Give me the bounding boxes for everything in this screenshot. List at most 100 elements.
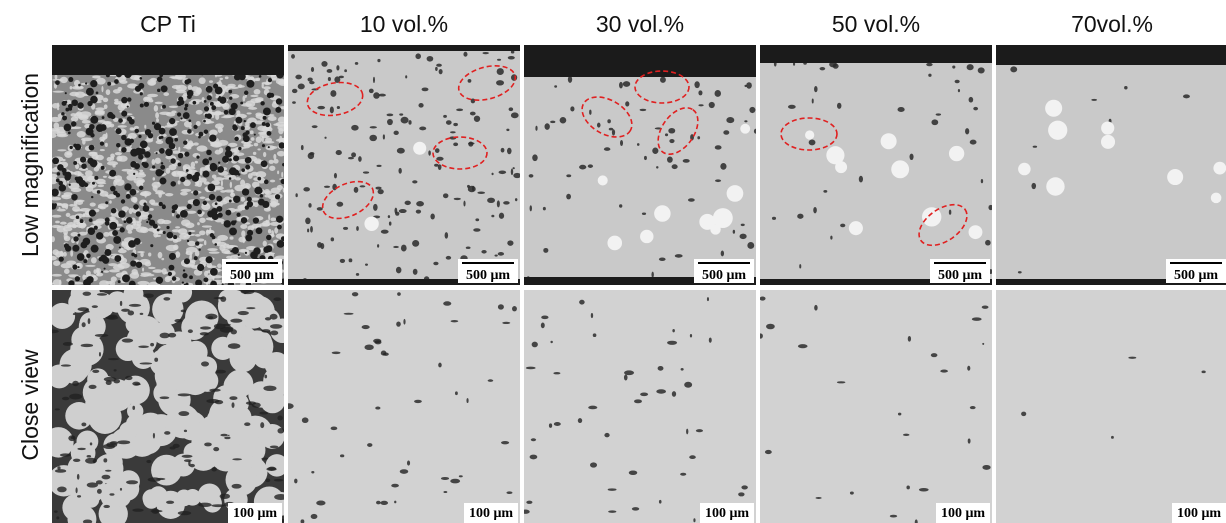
pore [262,122,266,126]
pore [715,145,722,149]
pore [83,292,92,296]
pore [659,257,666,261]
pore [256,78,260,81]
pore [88,318,91,324]
pore [328,77,331,81]
pore [208,316,214,319]
pore [388,215,390,218]
pore [181,310,186,313]
pore [77,234,80,237]
pore [535,126,537,131]
pore [140,141,148,149]
pore [139,77,142,80]
pore [132,508,143,511]
pore [588,406,597,410]
pore [194,256,198,260]
pore [637,143,640,146]
pore [474,116,480,122]
pore [262,221,270,227]
pore [154,105,158,112]
pore [168,272,172,276]
pore [153,433,155,439]
pore [72,264,77,269]
pore [830,236,832,240]
pore [531,438,536,441]
pore [63,192,72,196]
pore [103,270,109,273]
pore [77,102,83,108]
pore [760,296,766,300]
pore [139,180,145,182]
pore [295,75,302,80]
pore [163,231,166,234]
pore [162,205,166,209]
pore [166,226,169,229]
pore [83,259,87,263]
pore [697,136,700,139]
pore [247,112,252,114]
pore [738,492,744,496]
pore [229,177,232,180]
pore [97,293,107,296]
pore [188,119,191,122]
pore [199,132,204,137]
pore [405,75,407,78]
pore [256,227,263,234]
pore [428,150,431,155]
pore [928,74,931,77]
pore [121,199,125,203]
pore [356,226,359,231]
pore [593,333,597,337]
image-bg [524,290,756,523]
pore [53,260,60,266]
pore [740,234,747,239]
pore [140,191,151,196]
pore [554,422,561,426]
pore [248,173,253,179]
pore [82,120,91,124]
pore [247,197,252,202]
pore [88,152,97,157]
pore [245,252,247,254]
pore [148,267,156,269]
pore [188,329,193,333]
pore [258,199,265,206]
pore [367,443,372,447]
pore [260,194,264,198]
pore [140,362,153,364]
pore [140,313,144,315]
pore [689,455,696,459]
pore [55,221,60,224]
pore [163,92,169,96]
pore [198,249,200,251]
pore [244,422,250,426]
image-bg [760,290,992,523]
pore [521,510,530,514]
pore [195,161,198,164]
pore [189,275,193,279]
pore [109,222,117,230]
pore [48,128,60,131]
pore [216,196,222,202]
pore [131,269,137,275]
pore [241,289,255,295]
pore [570,106,574,111]
pore [103,98,109,102]
pore [50,283,55,285]
pore [163,297,170,301]
particle [607,236,622,251]
pore [972,317,982,321]
pore [209,251,220,253]
pore [298,84,305,90]
pore [273,123,279,125]
pore [530,455,538,460]
pore [165,149,173,157]
pore [246,401,256,405]
pore [473,228,480,232]
pore [91,245,99,253]
pore [554,85,557,87]
pore [131,253,135,257]
pore [240,179,245,186]
pore [174,319,182,322]
pore [276,139,288,142]
